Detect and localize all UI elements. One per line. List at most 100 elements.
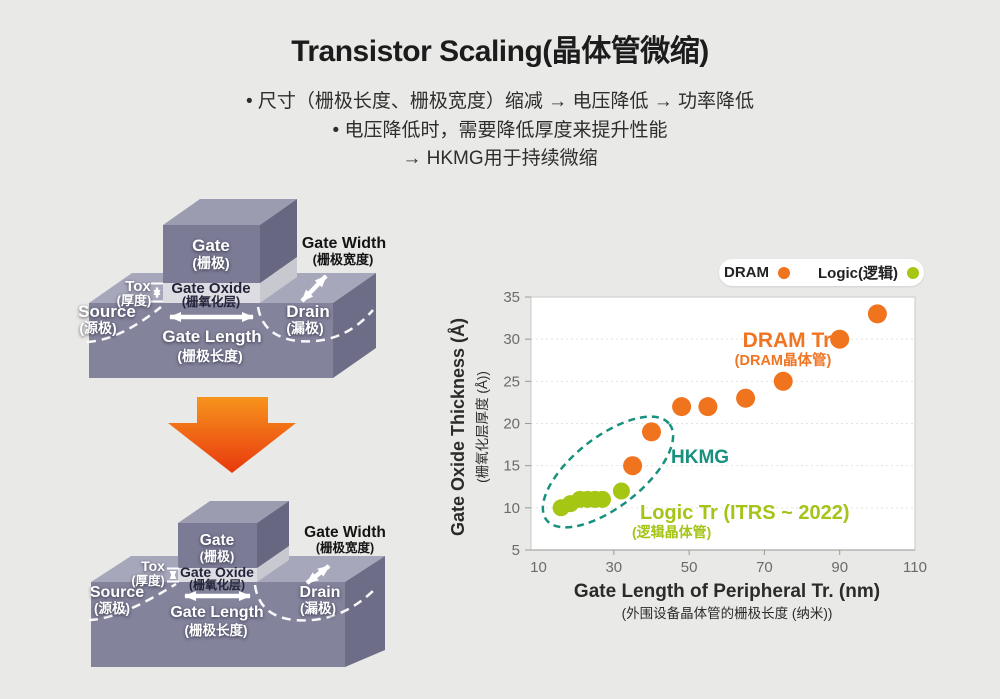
- substrate-front-face: [91, 582, 345, 667]
- x-tick-label: 70: [756, 559, 773, 576]
- gate-oxide-layer: [178, 546, 289, 582]
- hkmg-annotation: HKMG: [671, 447, 729, 468]
- gate-length-label-cn: (栅极长度): [185, 622, 248, 638]
- substrate-block: [91, 556, 385, 667]
- scaling-down-arrow: [168, 397, 296, 473]
- tox-label-cn: (厚度): [117, 293, 152, 308]
- drain-label-cn: (漏极): [286, 320, 323, 336]
- gate-width-arrow: [305, 564, 331, 585]
- bullet-line-3: → HKMG用于持续微缩: [402, 148, 598, 169]
- source-label: Source: [90, 584, 144, 601]
- data-point-dram: [623, 456, 643, 476]
- tick-layer: 5 10 15 20 25 30 35 10 30 50 70 90 110: [503, 289, 927, 576]
- page-title: Transistor Scaling(晶体管微缩): [291, 35, 709, 68]
- y-axis-label: Gate Oxide Thickness (Å): [448, 318, 468, 536]
- gate-side-face: [257, 501, 289, 568]
- data-point-logic: [594, 490, 611, 508]
- drain-label: Drain: [300, 584, 341, 601]
- x-tick-label: 30: [605, 559, 622, 576]
- dram-annotation-cn: (DRAM晶体管): [735, 351, 832, 369]
- gate-block: [163, 199, 297, 283]
- tox-label: Tox: [141, 558, 165, 574]
- gate-label: Gate: [200, 532, 235, 549]
- gate-length-label-cn: (栅极长度): [177, 348, 242, 364]
- bullet-line-2: • 电压降低时，需要降低厚度来提升性能: [332, 120, 668, 141]
- x-tick-label: 110: [903, 559, 927, 576]
- source-well-arc: [88, 582, 177, 622]
- logic-annotation-cn: (逻辑晶体管): [632, 524, 711, 540]
- gate-label: Gate: [192, 236, 230, 255]
- x-tick-label: 90: [831, 559, 848, 576]
- gate-label-cn: (栅极): [200, 549, 235, 564]
- gate-oxide-layer: [163, 257, 297, 303]
- y-tick-label: 10: [503, 500, 520, 517]
- logic-annotation: Logic Tr (ITRS ~ 2022): [640, 502, 850, 524]
- source-label-cn: (源极): [79, 320, 116, 336]
- data-point-dram: [773, 371, 793, 391]
- tox-arrow: [151, 282, 163, 303]
- legend-dram-label: DRAM: [724, 264, 769, 281]
- gate-width-arrow: [300, 274, 328, 303]
- data-point-dram: [672, 397, 692, 417]
- gate-oxide-label: Gate Oxide: [171, 280, 250, 297]
- bullet-line-1: • 尺寸（栅极长度、栅极宽度）缩减 → 电压降低 → 功率降低: [245, 91, 755, 112]
- transistor-diagram-after: Gate (栅极) Gate Width (栅极宽度) Tox (厚度) Gat…: [88, 501, 386, 667]
- drain-label: Drain: [286, 302, 329, 321]
- gate-side-face: [260, 199, 297, 283]
- data-point-dram: [698, 397, 718, 417]
- y-tick-label: 15: [503, 458, 520, 475]
- gate-width-label-cn: (栅极宽度): [316, 540, 374, 555]
- gate-oxide-label-cn: (栅氧化层): [182, 294, 240, 309]
- gate-oxide-label: Gate Oxide: [180, 564, 254, 580]
- gate-width-label: Gate Width: [304, 524, 386, 541]
- legend-logic-label: Logic(逻辑): [818, 265, 898, 282]
- scatter-chart: 5 10 15 20 25 30 35 10 30 50 70 90 110 DRAM Tr (DRAM…: [448, 289, 927, 621]
- dram-annotation: DRAM Tr: [743, 329, 832, 352]
- gate-oxide-label-cn: (栅氧化层): [189, 577, 245, 592]
- tox-arrow: [167, 567, 179, 583]
- data-point-logic: [612, 482, 630, 500]
- oxide-side-face: [260, 257, 297, 303]
- gate-label-cn: (栅极): [192, 255, 229, 271]
- chart-legend: DRAM Logic(逻辑): [719, 259, 924, 286]
- gate-width-label: Gate Width: [302, 235, 386, 252]
- x-tick-label: 10: [530, 559, 547, 576]
- hkmg-region-ellipse: [541, 415, 675, 529]
- data-points-layer: [552, 304, 887, 517]
- oxide-front-face: [163, 283, 260, 303]
- logic-legend-dot: [907, 266, 919, 279]
- gate-width-label-cn: (栅极宽度): [313, 252, 374, 267]
- substrate-side-face: [345, 556, 385, 667]
- down-arrow-shape: [168, 397, 296, 473]
- x-axis-label: Gate Length of Peripheral Tr. (nm): [574, 581, 880, 602]
- gate-front-face: [163, 225, 260, 283]
- gate-length-label: Gate Length: [170, 604, 263, 621]
- x-axis-label-cn: (外围设备晶体管的栅极长度 (纳米)): [622, 605, 833, 621]
- drain-well-arc: [253, 584, 375, 622]
- substrate-front-face: [89, 303, 333, 378]
- gate-front-face: [178, 523, 257, 568]
- substrate-side-face: [333, 273, 376, 378]
- drain-label-cn: (漏极): [300, 600, 336, 616]
- y-tick-label: 35: [503, 289, 520, 306]
- y-axis-label-cn: (栅氧化层厚度 (Å)): [475, 371, 490, 483]
- y-tick-label: 5: [512, 542, 520, 559]
- data-point-dram: [736, 388, 756, 408]
- source-label: Source: [78, 302, 136, 321]
- grid-layer: [531, 338, 915, 509]
- gate-length-label: Gate Length: [162, 327, 261, 346]
- oxide-side-face: [257, 546, 289, 582]
- source-label-cn: (源极): [94, 600, 130, 616]
- tox-label: Tox: [125, 278, 151, 295]
- data-point-dram: [642, 422, 661, 442]
- source-well-arc: [86, 306, 162, 344]
- x-tick-label: 50: [681, 559, 698, 576]
- gate-top-face: [163, 199, 297, 225]
- data-point-dram: [867, 304, 887, 324]
- drain-well-arc: [256, 306, 374, 343]
- y-tick-label: 20: [503, 416, 520, 433]
- oxide-front-face: [178, 568, 257, 582]
- transistor-diagram-before: Gate (栅极) Gate Width (栅极宽度) Tox (厚度) Gat…: [78, 199, 386, 378]
- dram-legend-dot: [778, 266, 790, 279]
